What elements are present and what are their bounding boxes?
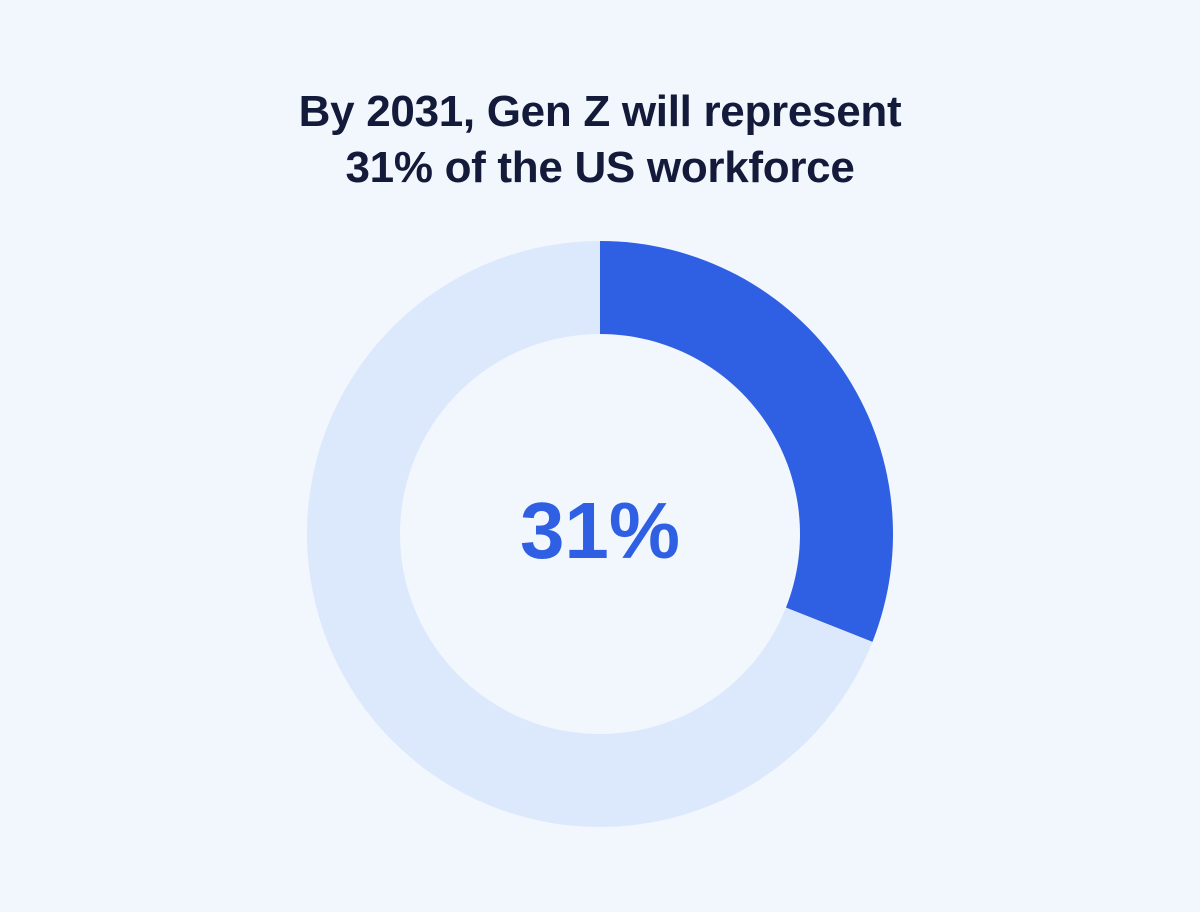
chart-title-line-2: 31% of the US workforce — [345, 143, 855, 192]
chart-title: By 2031, Gen Z will represent 31% of the… — [0, 84, 1200, 196]
center-value-label: 31% — [520, 486, 680, 575]
donut-slices — [306, 241, 893, 827]
donut-slice-2 — [306, 241, 873, 827]
chart-title-line-1: By 2031, Gen Z will represent — [298, 87, 902, 136]
donut-slice-1 — [600, 241, 893, 642]
